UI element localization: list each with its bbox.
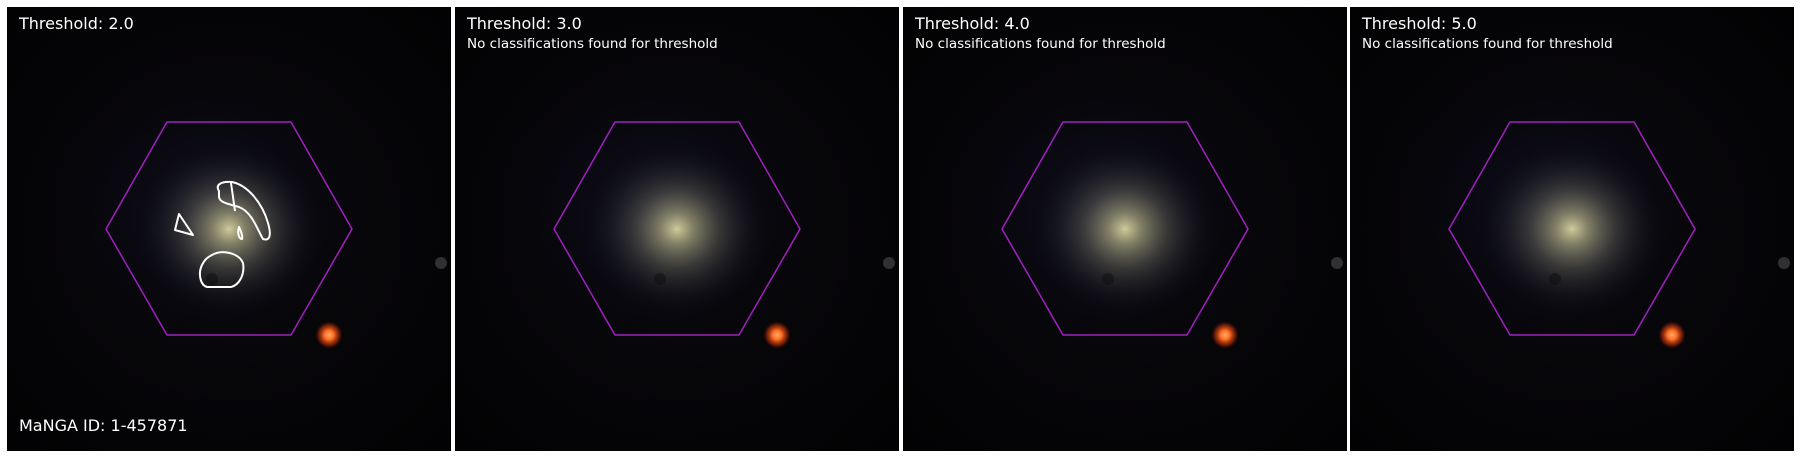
galaxy-image <box>17 37 447 377</box>
ifu-hexagon <box>553 121 801 336</box>
foreground-star <box>315 321 343 349</box>
galaxy <box>134 141 324 317</box>
classification-contour <box>216 180 271 241</box>
classification-contour <box>174 213 194 236</box>
galaxy <box>1030 141 1220 317</box>
image-panel: Threshold: 3.0 No classifications found f… <box>455 7 899 451</box>
galaxy-image <box>465 37 895 377</box>
galaxy <box>1477 141 1667 317</box>
edge-star <box>1331 257 1343 269</box>
manga-id-label: MaNGA ID: 1-457871 <box>19 416 188 435</box>
edge-star <box>1778 257 1790 269</box>
ifu-hexagon <box>1448 121 1696 336</box>
no-classification-note: No classifications found for threshold <box>915 36 1166 52</box>
threshold-label: Threshold: 4.0 <box>915 14 1030 33</box>
dark-spot <box>1102 273 1114 285</box>
edge-star <box>883 257 895 269</box>
foreground-star <box>1658 321 1686 349</box>
dark-spot <box>654 273 666 285</box>
classification-contour <box>198 251 245 288</box>
threshold-label: Threshold: 2.0 <box>19 14 134 33</box>
galaxy-image <box>913 37 1343 377</box>
image-panel: Threshold: 4.0 No classifications found f… <box>903 7 1347 451</box>
dark-spot <box>206 273 218 285</box>
image-panel: Threshold: 5.0 No classifications found f… <box>1350 7 1794 451</box>
edge-star <box>435 257 447 269</box>
foreground-star <box>1211 321 1239 349</box>
threshold-label: Threshold: 5.0 <box>1362 14 1477 33</box>
classification-contour <box>237 226 244 240</box>
foreground-star <box>763 321 791 349</box>
no-classification-note: No classifications found for threshold <box>467 36 718 52</box>
galaxy <box>582 141 772 317</box>
image-panel: Threshold: 2.0 MaNGA ID: 1-457871 <box>7 7 451 451</box>
threshold-label: Threshold: 3.0 <box>467 14 582 33</box>
galaxy-image <box>1360 37 1790 377</box>
ifu-hexagon <box>1001 121 1249 336</box>
dark-spot <box>1549 273 1561 285</box>
no-classification-note: No classifications found for threshold <box>1362 36 1613 52</box>
ifu-hexagon <box>105 121 353 336</box>
